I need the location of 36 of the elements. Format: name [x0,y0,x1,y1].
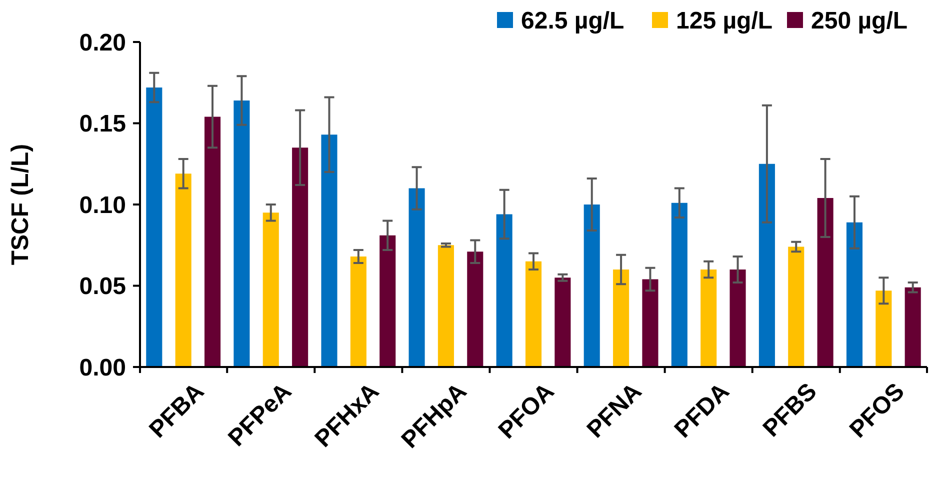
bar [904,287,921,367]
bar [467,252,484,367]
bar [613,270,630,367]
bar [262,212,279,367]
bar [321,134,338,367]
bar [496,214,512,367]
bar [175,174,192,367]
bar [350,256,366,367]
legend-label: 125 µg/L [676,7,773,34]
bar [642,279,658,367]
bar [700,270,717,367]
y-tick-label: 0.20 [79,29,126,56]
bar [380,235,396,367]
bar [146,88,162,367]
bar [846,222,863,367]
bar [758,164,775,367]
y-tick-label: 0.00 [79,354,126,382]
bar [817,198,834,367]
bar [525,261,542,367]
bar [554,278,571,367]
legend-label: 250 µg/L [811,7,908,34]
legend-label: 62.5 µg/L [521,7,624,34]
bar [438,245,454,367]
bar [204,116,221,367]
y-tick-label: 0.05 [79,273,126,300]
y-axis-title: TSCF (L/L) [7,144,34,266]
bar [584,204,600,367]
y-tick-label: 0.15 [79,110,126,138]
y-tick-label: 0.10 [79,192,126,219]
bar [730,270,746,367]
bar [788,246,804,367]
bar [876,290,892,367]
bar [671,202,688,367]
bar [234,100,250,367]
bar [408,188,425,367]
bar [292,148,308,367]
